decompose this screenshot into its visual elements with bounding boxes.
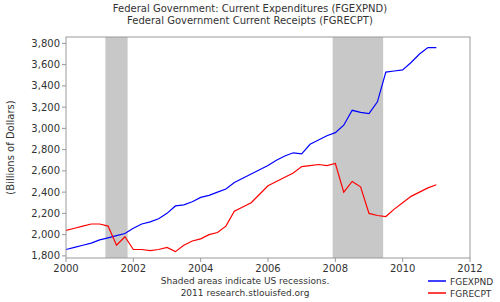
series-line bbox=[66, 48, 436, 250]
x-tick bbox=[268, 258, 269, 262]
x-tick-label: 2010 bbox=[390, 263, 415, 274]
x-tick bbox=[66, 258, 67, 262]
y-tick-label: 3,400 bbox=[31, 80, 60, 91]
x-tick-label: 2012 bbox=[457, 263, 482, 274]
y-tick bbox=[62, 170, 66, 171]
y-tick-label: 2,400 bbox=[31, 187, 60, 198]
plot-area bbox=[66, 37, 436, 258]
x-tick-label: 2000 bbox=[53, 263, 78, 274]
recession-band bbox=[333, 37, 384, 258]
y-tick-label: 1,800 bbox=[31, 250, 60, 261]
x-tick-label: 2002 bbox=[121, 263, 146, 274]
y-tick bbox=[62, 128, 66, 129]
y-tick bbox=[62, 107, 66, 108]
x-tick-label: 2006 bbox=[255, 263, 280, 274]
y-tick-label: 2,200 bbox=[31, 208, 60, 219]
y-tick bbox=[62, 213, 66, 214]
legend-swatch bbox=[428, 292, 446, 294]
y-tick bbox=[62, 85, 66, 86]
x-tick bbox=[470, 258, 471, 262]
plot-frame bbox=[66, 37, 470, 258]
y-tick bbox=[62, 192, 66, 193]
title: Federal Government: Current Expenditures… bbox=[113, 3, 387, 14]
y-tick-label: 3,600 bbox=[31, 59, 60, 70]
y-axis-label: (Billions of Dollars) bbox=[5, 100, 16, 194]
legend: FGEXPND FGRECPT bbox=[428, 277, 493, 299]
y-tick-label: 2,800 bbox=[31, 144, 60, 155]
footnote: 2011 research.stlouisfed.org bbox=[181, 288, 310, 298]
legend-label: FGRECPT bbox=[450, 289, 492, 299]
x-tick bbox=[335, 258, 336, 262]
legend-label: FGEXPND bbox=[450, 277, 493, 287]
footnote: Shaded areas indicate US recessions. bbox=[161, 276, 330, 286]
y-tick bbox=[62, 43, 66, 44]
y-tick-label: 2,600 bbox=[31, 165, 60, 176]
x-tick bbox=[200, 258, 201, 262]
recession-band bbox=[105, 37, 127, 258]
x-tick-label: 2008 bbox=[323, 263, 348, 274]
y-tick-label: 3,200 bbox=[31, 102, 60, 113]
background bbox=[0, 0, 500, 302]
legend-swatch bbox=[428, 280, 446, 282]
subtitle: Federal Government Current Receipts (FGR… bbox=[127, 15, 373, 26]
y-tick bbox=[62, 255, 66, 256]
y-tick-label: 3,000 bbox=[31, 123, 60, 134]
x-tick bbox=[402, 258, 403, 262]
x-tick-label: 2004 bbox=[188, 263, 213, 274]
y-tick bbox=[62, 149, 66, 150]
y-tick-label: 2,000 bbox=[31, 229, 60, 240]
y-tick bbox=[62, 64, 66, 65]
series-line bbox=[66, 163, 436, 251]
x-tick bbox=[133, 258, 134, 262]
y-tick bbox=[62, 234, 66, 235]
y-tick-label: 3,800 bbox=[31, 38, 60, 49]
